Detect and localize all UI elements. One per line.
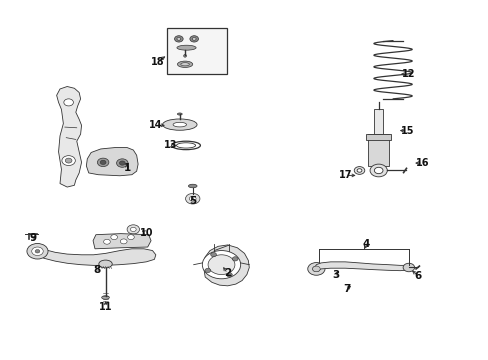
Circle shape [120, 239, 127, 244]
Text: 10: 10 [140, 228, 153, 238]
Text: 13: 13 [163, 140, 177, 150]
Ellipse shape [102, 296, 109, 299]
Circle shape [208, 255, 234, 275]
Ellipse shape [177, 45, 196, 50]
Ellipse shape [188, 184, 197, 188]
Text: 15: 15 [400, 126, 413, 136]
Circle shape [185, 193, 200, 204]
Circle shape [192, 37, 196, 40]
Polygon shape [86, 148, 138, 176]
Text: 18: 18 [150, 57, 164, 67]
Circle shape [312, 266, 320, 272]
Polygon shape [93, 234, 151, 249]
Text: 7: 7 [342, 284, 349, 294]
Polygon shape [203, 245, 249, 286]
Circle shape [353, 167, 364, 174]
FancyBboxPatch shape [367, 134, 388, 166]
Circle shape [64, 99, 73, 106]
Text: 5: 5 [189, 196, 196, 206]
Polygon shape [31, 247, 156, 265]
Bar [166, 28, 226, 74]
Ellipse shape [176, 143, 195, 148]
Circle shape [62, 156, 75, 166]
Circle shape [189, 196, 196, 201]
Circle shape [127, 235, 134, 240]
Circle shape [100, 160, 106, 165]
Circle shape [119, 161, 125, 165]
Text: 2: 2 [224, 269, 231, 279]
Circle shape [204, 268, 210, 273]
Circle shape [189, 36, 198, 42]
Text: 3: 3 [331, 270, 339, 280]
Ellipse shape [99, 260, 112, 268]
Ellipse shape [177, 61, 192, 67]
Circle shape [226, 273, 232, 277]
Circle shape [65, 158, 72, 163]
Circle shape [177, 37, 181, 40]
Circle shape [27, 243, 48, 259]
Ellipse shape [162, 119, 197, 130]
Text: 1: 1 [123, 163, 130, 173]
Polygon shape [313, 262, 410, 271]
FancyBboxPatch shape [374, 109, 382, 134]
Polygon shape [57, 86, 81, 187]
Text: 14: 14 [149, 120, 163, 130]
Text: 11: 11 [99, 302, 112, 312]
Circle shape [97, 158, 109, 167]
Ellipse shape [171, 141, 200, 150]
Circle shape [369, 164, 386, 177]
Text: 8: 8 [93, 265, 101, 275]
Circle shape [307, 262, 325, 275]
Circle shape [210, 252, 216, 257]
FancyBboxPatch shape [366, 134, 390, 140]
Circle shape [202, 251, 240, 279]
Circle shape [127, 225, 139, 234]
Circle shape [402, 263, 414, 272]
Text: 17: 17 [339, 170, 352, 180]
Text: 16: 16 [415, 158, 428, 168]
Ellipse shape [183, 54, 186, 57]
Circle shape [232, 257, 238, 261]
Ellipse shape [177, 113, 182, 115]
Text: 12: 12 [401, 69, 414, 79]
Ellipse shape [181, 63, 189, 66]
Text: 9: 9 [29, 233, 36, 243]
Circle shape [130, 227, 136, 231]
Circle shape [356, 169, 361, 172]
Circle shape [174, 36, 183, 42]
Circle shape [116, 159, 128, 167]
Circle shape [312, 266, 320, 272]
Ellipse shape [173, 122, 186, 127]
Circle shape [374, 167, 382, 174]
Circle shape [32, 247, 43, 256]
Text: 6: 6 [414, 271, 421, 281]
Circle shape [111, 235, 117, 240]
Circle shape [35, 249, 40, 253]
Circle shape [103, 239, 110, 244]
Text: 4: 4 [361, 239, 368, 248]
